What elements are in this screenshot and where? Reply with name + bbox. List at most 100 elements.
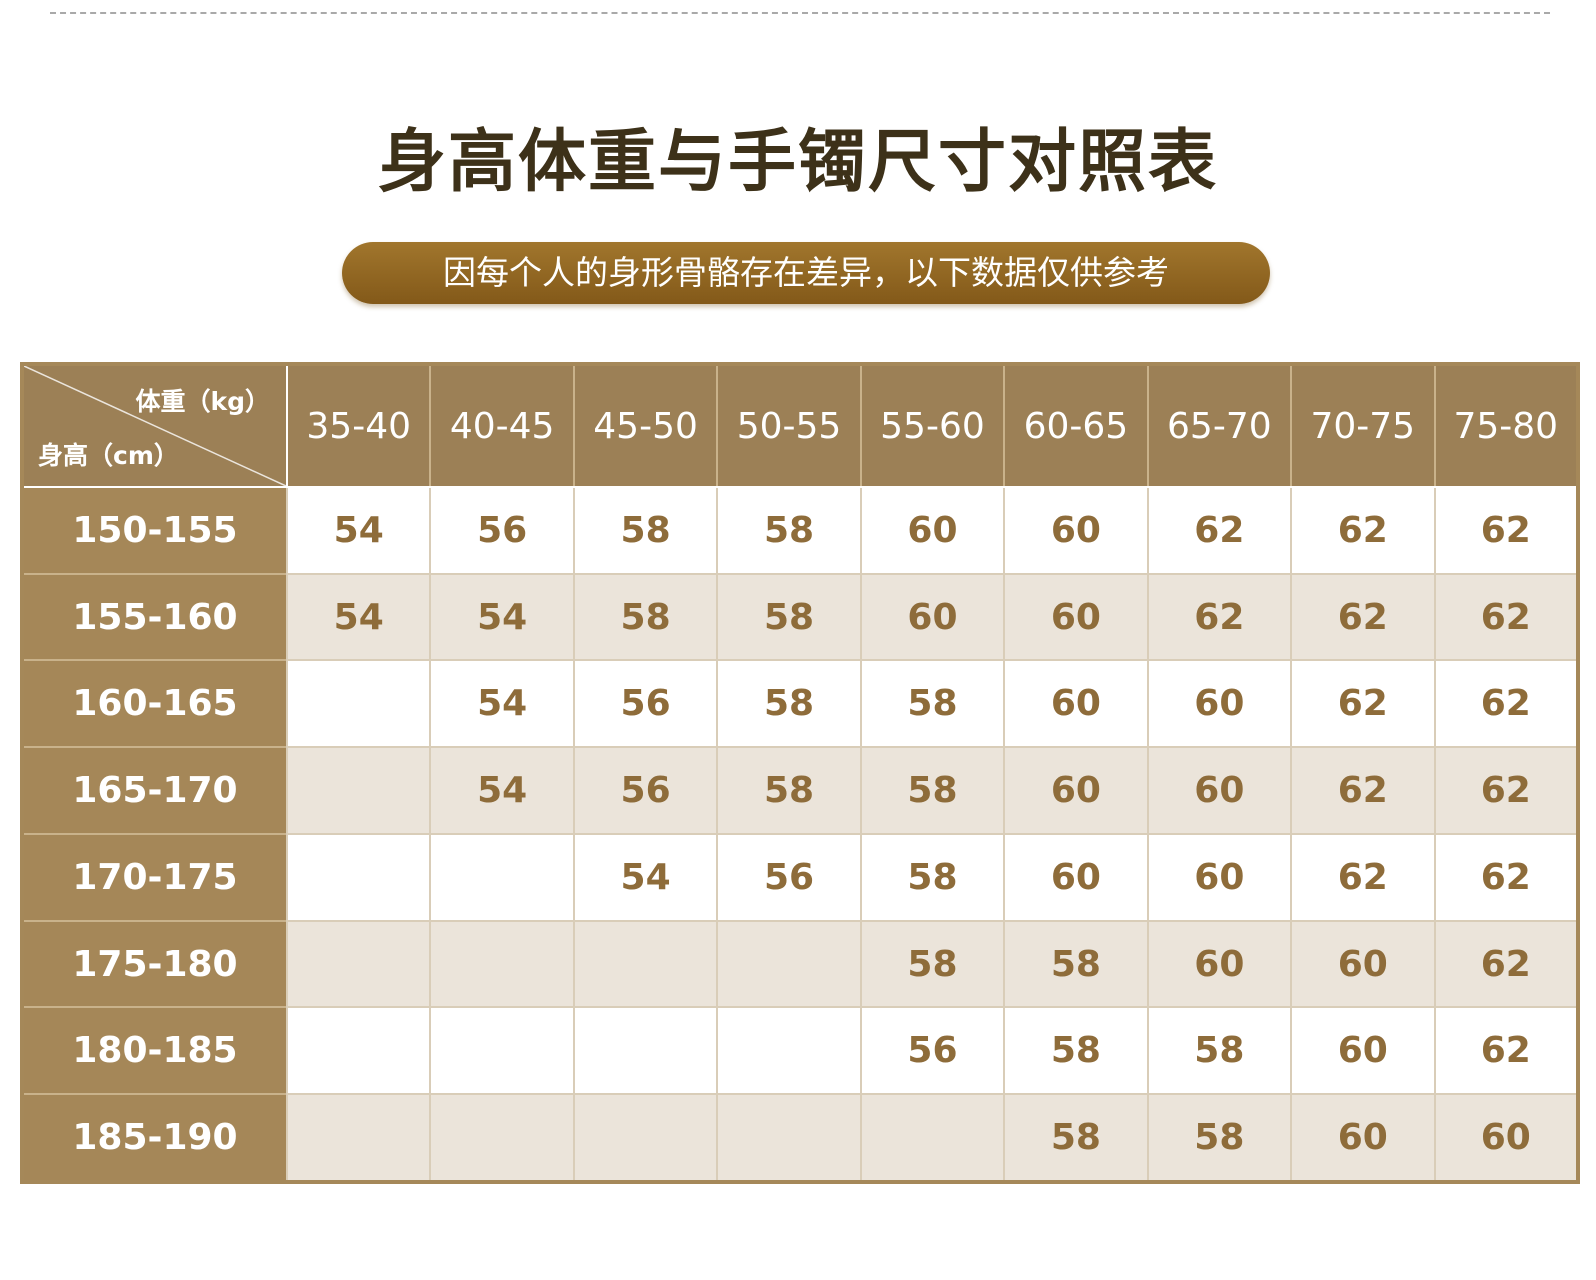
size-cell: 62 bbox=[1146, 486, 1292, 574]
size-chart-table: 体重（kg） 身高（cm） 35-40 40-45 45-50 50-55 55… bbox=[20, 362, 1580, 1184]
size-cell bbox=[859, 1093, 1005, 1182]
size-cell: 62 bbox=[1433, 919, 1578, 1008]
size-cell: 60 bbox=[1290, 1006, 1435, 1095]
corner-header-cell: 体重（kg） 身高（cm） bbox=[22, 364, 288, 488]
size-cell bbox=[285, 746, 431, 834]
size-cell: 62 bbox=[1433, 1006, 1578, 1095]
size-cell bbox=[285, 919, 431, 1008]
size-cell: 62 bbox=[1146, 572, 1292, 661]
size-cell: 60 bbox=[1146, 746, 1292, 834]
header-row: 体重（kg） 身高（cm） 35-40 40-45 45-50 50-55 55… bbox=[22, 364, 1578, 488]
size-cell bbox=[716, 1093, 861, 1182]
size-cell bbox=[429, 1006, 574, 1095]
size-cell: 56 bbox=[859, 1006, 1005, 1095]
size-cell bbox=[716, 919, 861, 1008]
size-cell: 60 bbox=[1433, 1093, 1578, 1182]
height-range-label: 155-160 bbox=[22, 572, 287, 661]
size-cell: 58 bbox=[1003, 919, 1148, 1008]
size-cell: 58 bbox=[716, 659, 861, 748]
size-cell: 62 bbox=[1290, 572, 1435, 661]
table-row: 160-165 54 56 58 58 60 60 62 62 bbox=[22, 659, 1578, 748]
weight-header: 50-55 bbox=[716, 364, 861, 488]
size-cell bbox=[429, 1093, 574, 1182]
size-cell bbox=[572, 1006, 718, 1095]
size-cell: 60 bbox=[1003, 486, 1148, 574]
weight-header: 40-45 bbox=[429, 364, 574, 488]
size-cell bbox=[285, 659, 431, 748]
height-range-label: 175-180 bbox=[22, 919, 287, 1008]
table-row: 150-155 54 56 58 58 60 60 62 62 62 bbox=[22, 486, 1578, 574]
page-title: 身高体重与手镯尺寸对照表 bbox=[377, 123, 1218, 202]
size-cell: 62 bbox=[1290, 659, 1435, 748]
disclaimer-banner: 因每个人的身形骨骼存在差异，以下数据仅供参考 bbox=[342, 242, 1270, 304]
size-cell: 62 bbox=[1433, 746, 1578, 834]
size-cell: 54 bbox=[429, 659, 574, 748]
table-row: 165-170 54 56 58 58 60 60 62 62 bbox=[22, 746, 1578, 834]
size-cell: 60 bbox=[1146, 832, 1292, 921]
size-cell: 56 bbox=[429, 486, 574, 574]
size-cell: 62 bbox=[1433, 832, 1578, 921]
size-cell bbox=[429, 919, 574, 1008]
size-cell: 58 bbox=[716, 746, 861, 834]
size-cell: 60 bbox=[859, 572, 1005, 661]
top-dashed-divider bbox=[50, 12, 1550, 14]
size-cell: 62 bbox=[1290, 486, 1435, 574]
weight-header: 65-70 bbox=[1146, 364, 1292, 488]
size-cell: 58 bbox=[1003, 1093, 1148, 1182]
size-cell: 58 bbox=[1146, 1006, 1292, 1095]
weight-header: 70-75 bbox=[1290, 364, 1435, 488]
table-row: 155-160 54 54 58 58 60 60 62 62 62 bbox=[22, 572, 1578, 661]
size-cell: 56 bbox=[572, 659, 718, 748]
table-row: 185-190 58 58 60 60 bbox=[22, 1093, 1578, 1182]
size-cell: 58 bbox=[1146, 1093, 1292, 1182]
size-cell: 60 bbox=[859, 486, 1005, 574]
size-cell: 58 bbox=[716, 486, 861, 574]
size-cell: 58 bbox=[859, 832, 1005, 921]
size-cell bbox=[285, 1093, 431, 1182]
size-cell bbox=[572, 919, 718, 1008]
size-cell bbox=[716, 1006, 861, 1095]
height-range-label: 180-185 bbox=[22, 1006, 287, 1095]
table-row: 180-185 56 58 58 60 62 bbox=[22, 1006, 1578, 1095]
height-range-label: 170-175 bbox=[22, 832, 287, 921]
size-cell: 62 bbox=[1433, 572, 1578, 661]
weight-header: 45-50 bbox=[572, 364, 718, 488]
size-cell bbox=[429, 832, 574, 921]
size-cell: 58 bbox=[859, 919, 1005, 1008]
diagonal-divider bbox=[24, 366, 286, 486]
table-row: 170-175 54 56 58 60 60 62 62 bbox=[22, 832, 1578, 921]
size-cell: 54 bbox=[572, 832, 718, 921]
size-cell: 56 bbox=[716, 832, 861, 921]
table-row: 175-180 58 58 60 60 62 bbox=[22, 919, 1578, 1008]
size-cell: 60 bbox=[1003, 746, 1148, 834]
weight-header: 75-80 bbox=[1433, 364, 1578, 488]
height-axis-label: 身高（cm） bbox=[38, 441, 179, 470]
weight-header: 55-60 bbox=[859, 364, 1005, 488]
size-cell: 54 bbox=[429, 572, 574, 661]
size-cell bbox=[285, 832, 431, 921]
size-cell: 58 bbox=[859, 659, 1005, 748]
weight-header: 60-65 bbox=[1003, 364, 1148, 488]
height-range-label: 165-170 bbox=[22, 746, 287, 834]
height-range-label: 150-155 bbox=[22, 486, 287, 574]
size-cell: 60 bbox=[1003, 659, 1148, 748]
size-cell: 54 bbox=[285, 486, 431, 574]
height-range-label: 185-190 bbox=[22, 1093, 287, 1182]
size-cell: 60 bbox=[1003, 832, 1148, 921]
size-cell: 60 bbox=[1146, 919, 1292, 1008]
size-cell: 62 bbox=[1433, 659, 1578, 748]
size-cell bbox=[285, 1006, 431, 1095]
size-cell: 58 bbox=[572, 486, 718, 574]
size-cell: 62 bbox=[1433, 486, 1578, 574]
size-cell: 60 bbox=[1146, 659, 1292, 748]
weight-axis-label: 体重（kg） bbox=[135, 387, 270, 416]
size-cell: 62 bbox=[1290, 832, 1435, 921]
size-cell: 62 bbox=[1290, 746, 1435, 834]
size-cell: 58 bbox=[716, 572, 861, 661]
size-cell: 54 bbox=[429, 746, 574, 834]
size-cell: 60 bbox=[1290, 1093, 1435, 1182]
size-cell: 60 bbox=[1290, 919, 1435, 1008]
size-cell: 60 bbox=[1003, 572, 1148, 661]
size-cell: 54 bbox=[285, 572, 431, 661]
size-cell: 58 bbox=[1003, 1006, 1148, 1095]
